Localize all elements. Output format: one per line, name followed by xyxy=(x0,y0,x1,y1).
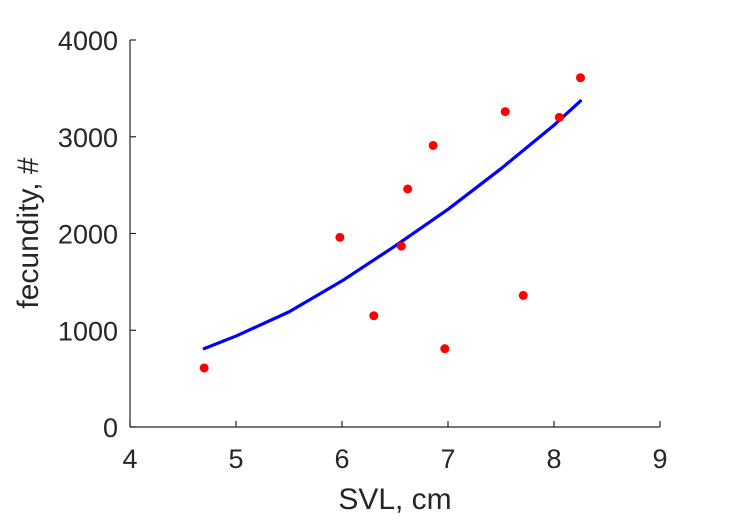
data-point xyxy=(369,311,379,321)
y-tick-label: 3000 xyxy=(58,123,118,153)
data-point xyxy=(554,112,564,122)
data-point xyxy=(199,363,209,373)
data-point xyxy=(518,290,528,300)
y-tick-label: 0 xyxy=(103,413,118,443)
x-axis-ticks: 4 5 6 7 8 9 xyxy=(122,421,668,474)
y-tick-label: 4000 xyxy=(58,26,118,56)
axes xyxy=(129,40,660,428)
data-point xyxy=(576,73,585,83)
x-tick-label: 7 xyxy=(440,444,455,474)
data-point xyxy=(440,344,450,354)
y-axis-ticks: 0 1000 2000 3000 4000 xyxy=(58,26,136,443)
x-tick-label: 5 xyxy=(228,444,243,474)
data-point xyxy=(396,241,406,251)
data-point xyxy=(500,107,510,117)
fit-curve xyxy=(202,99,583,351)
y-tick-label: 2000 xyxy=(58,220,118,250)
x-tick-label: 6 xyxy=(334,444,349,474)
data-point xyxy=(428,140,438,150)
data-points xyxy=(199,73,585,373)
x-tick-label: 8 xyxy=(546,444,561,474)
data-point xyxy=(403,184,413,194)
y-axis-title: fecundity, # xyxy=(12,157,45,309)
fit-curve-layer xyxy=(202,99,583,351)
x-axis-title: SVL, cm xyxy=(338,483,451,516)
data-point xyxy=(335,232,345,242)
y-tick-label: 1000 xyxy=(58,316,118,346)
x-tick-label: 9 xyxy=(652,444,667,474)
x-tick-label: 4 xyxy=(122,444,137,474)
